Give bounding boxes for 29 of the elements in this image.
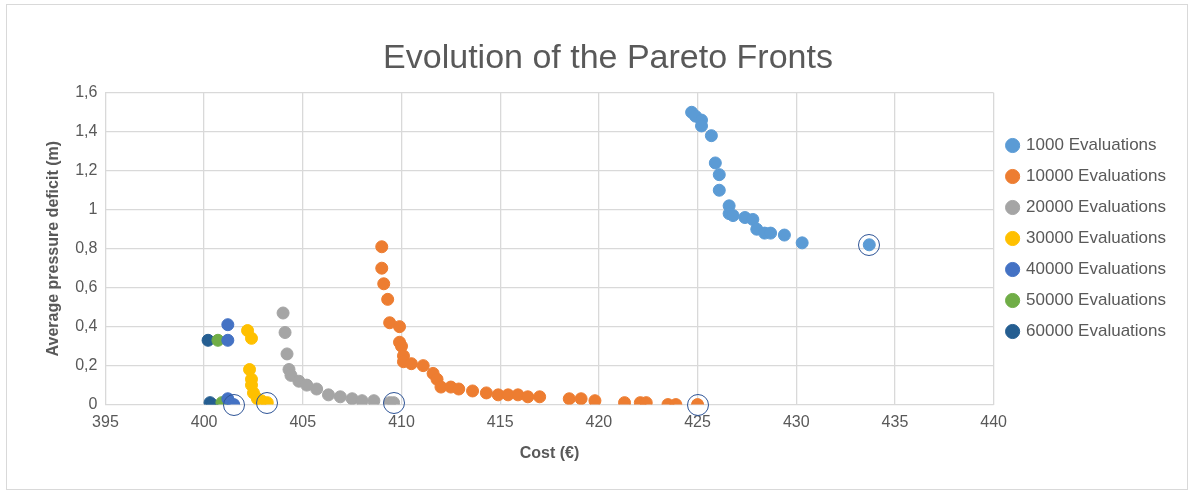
x-tick-label: 440 xyxy=(980,412,1008,430)
y-tick-label: 0,6 xyxy=(75,278,98,296)
legend-label: 20000 Evaluations xyxy=(1026,197,1167,217)
y-tick-label: 1,4 xyxy=(75,122,98,140)
y-tick-label: 0 xyxy=(88,395,98,413)
y-tick-label: 1 xyxy=(88,200,98,218)
legend-label: 50000 Evaluations xyxy=(1026,290,1167,310)
y-tick-label: 0,8 xyxy=(75,239,98,257)
x-tick-label: 410 xyxy=(388,412,415,430)
y-tick-label: 0,4 xyxy=(75,317,98,335)
x-tick-label: 395 xyxy=(92,412,119,430)
x-tick-label: 430 xyxy=(782,412,810,430)
legend-label: 1000 Evaluations xyxy=(1026,135,1157,155)
x-tick-label: 415 xyxy=(486,412,514,430)
x-tick-label: 400 xyxy=(190,412,218,430)
x-tick-label: 405 xyxy=(289,412,317,430)
x-axis-title: Cost (€) xyxy=(519,443,580,461)
legend-label: 10000 Evaluations xyxy=(1026,166,1167,186)
y-axis-title: Average pressure deficit (m) xyxy=(44,140,62,357)
x-tick-label: 420 xyxy=(585,412,613,430)
chart-title: Evolution of the Pareto Fronts xyxy=(383,36,833,75)
y-tick-label: 1,2 xyxy=(75,161,98,179)
y-tick-label: 0,2 xyxy=(75,356,98,374)
legend-label: 40000 Evaluations xyxy=(1026,259,1167,279)
y-tick-label: 1,6 xyxy=(75,83,98,101)
x-tick-label: 425 xyxy=(684,412,711,430)
legend-label: 30000 Evaluations xyxy=(1026,228,1167,248)
legend-label: 60000 Evaluations xyxy=(1026,321,1167,341)
x-tick-label: 435 xyxy=(881,412,909,430)
